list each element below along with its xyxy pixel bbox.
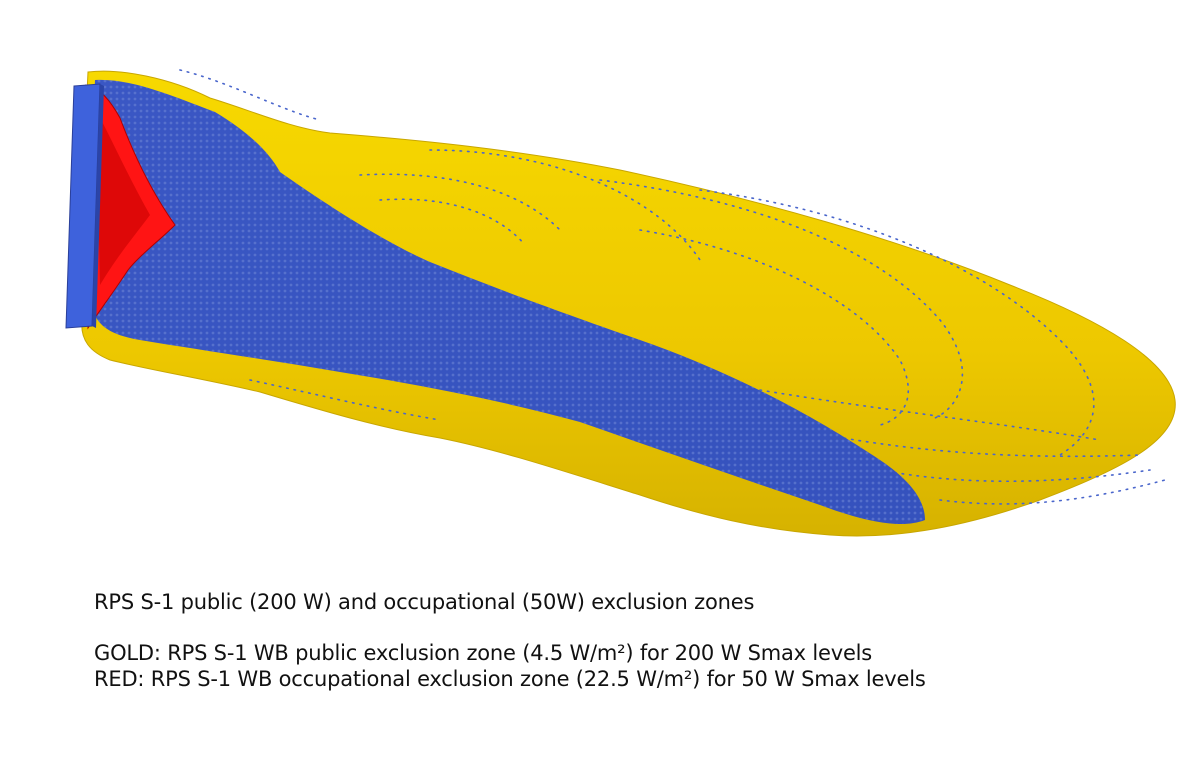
contour-rings xyxy=(179,69,1166,505)
antenna-panel-edge xyxy=(92,84,104,328)
exclusion-zone-render xyxy=(65,69,1176,537)
legend-red-zone: RED: RPS S-1 WB occupational exclusion z… xyxy=(94,667,926,691)
occupational-zone-shading xyxy=(96,110,150,285)
public-exclusion-zone xyxy=(81,70,1176,537)
legend-gold-zone: GOLD: RPS S-1 WB public exclusion zone (… xyxy=(94,641,873,665)
point-cloud-dots xyxy=(91,79,925,525)
figure-caption-title: RPS S-1 public (200 W) and occupational … xyxy=(94,590,755,614)
